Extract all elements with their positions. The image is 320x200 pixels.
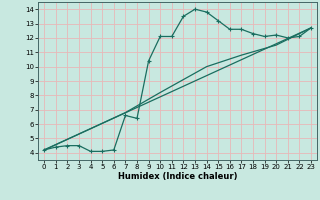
X-axis label: Humidex (Indice chaleur): Humidex (Indice chaleur)	[118, 172, 237, 181]
